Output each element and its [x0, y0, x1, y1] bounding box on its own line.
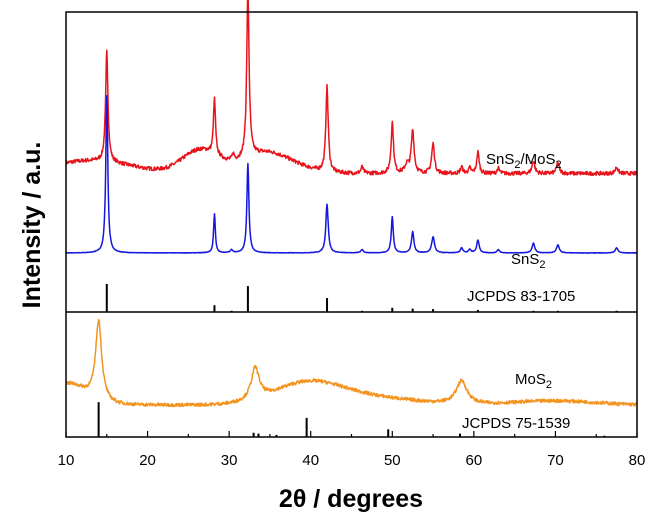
x-tick-label: 30 [221, 452, 238, 469]
x-tick-label: 80 [629, 452, 646, 469]
x-tick-label: 50 [384, 452, 401, 469]
traces [65, 0, 638, 408]
x-tick-label: 60 [466, 452, 483, 469]
y-axis-title: Intensity / a.u. [18, 142, 46, 309]
x-tick-label: 70 [547, 452, 564, 469]
label-jcpds-83-1705: JCPDS 83-1705 [467, 288, 575, 305]
series-line-sns2 [65, 95, 638, 254]
x-axis-title: 2θ / degrees [279, 485, 423, 513]
x-tick-label: 20 [139, 452, 156, 469]
label-sns2-mos2: SnS2/MoS2 [486, 151, 562, 171]
plot-frame [65, 11, 638, 438]
x-tick-label: 10 [58, 452, 75, 469]
label-mos2: MoS2 [515, 371, 552, 391]
series-line-sns2-mos2 [65, 0, 638, 177]
label-sns2: SnS2 [511, 251, 545, 271]
x-axis-ticks: 10 20 30 40 50 60 70 80 [58, 431, 646, 469]
label-jcpds-75-1539: JCPDS 75-1539 [462, 415, 570, 432]
x-tick-label: 40 [302, 452, 319, 469]
series-line-mos2 [65, 318, 638, 408]
